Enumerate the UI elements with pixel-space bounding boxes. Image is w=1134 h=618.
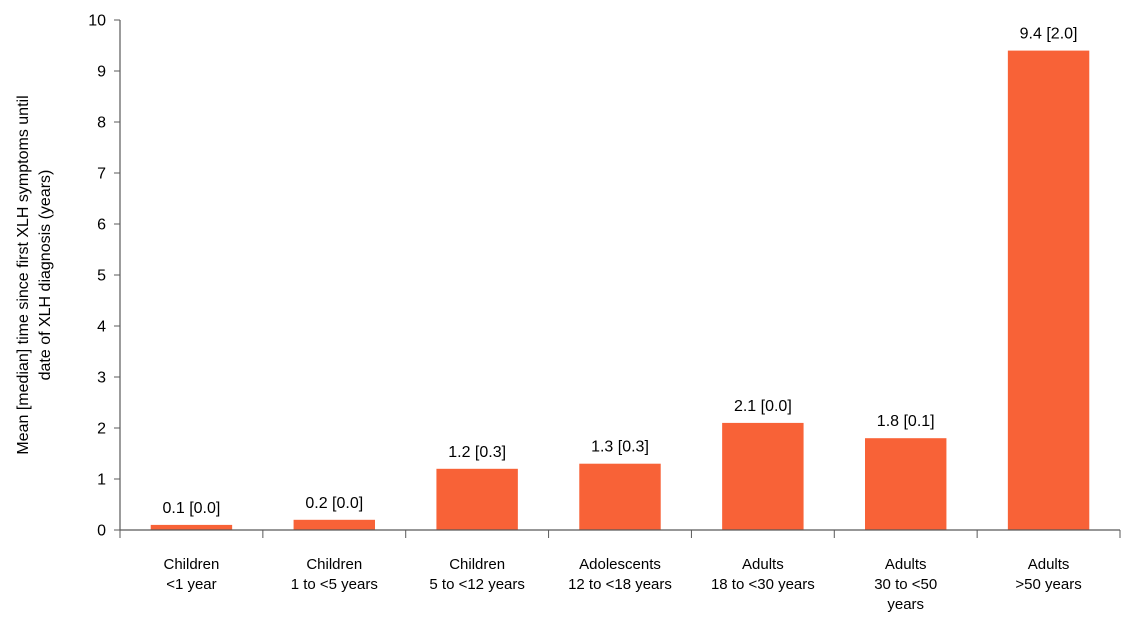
bar-data-label: 2.1 [0.0]	[734, 398, 792, 415]
y-tick-label: 8	[97, 115, 106, 132]
x-category-label-line: 12 to <18 years	[568, 576, 672, 593]
bar	[722, 422, 804, 530]
y-axis-title-line: Mean [median] time since first XLH sympt…	[15, 95, 32, 454]
data-labels: 0.1 [0.0] 0.2 [0.0] 1.2 [0.3] 1.3 [0.3] 2.1 …	[163, 26, 1078, 517]
y-axis-title-line: date of XLH diagnosis (years)	[37, 170, 54, 381]
x-category-label-line: Children	[306, 556, 362, 573]
bar	[150, 524, 233, 530]
y-axis-ticks: 0 1 2 3 4 5 6 7 8 9 10	[88, 13, 120, 540]
y-tick-label: 7	[97, 166, 106, 183]
bar	[436, 468, 518, 530]
x-axis-ticks	[119, 530, 1121, 538]
x-category-label: Adults >50 years	[1015, 556, 1081, 593]
x-category-label-line: <1 year	[166, 576, 216, 593]
y-axis-title-text: Mean [median] time since first XLH sympt…	[15, 95, 54, 454]
bar-data-label: 0.1 [0.0]	[163, 500, 221, 517]
bar	[865, 438, 947, 530]
x-category-label-line: Children	[163, 556, 219, 573]
x-category-label: Adolescents 12 to <18 years	[568, 556, 672, 593]
y-tick-label: 0	[97, 523, 106, 540]
bar-data-label: 1.8 [0.1]	[877, 413, 935, 430]
bar	[1007, 50, 1090, 530]
x-category-label-line: Adults	[1028, 556, 1070, 573]
y-tick-label: 3	[97, 370, 106, 387]
x-category-label: Children <1 year	[163, 556, 219, 593]
bar-data-label: 9.4 [2.0]	[1020, 26, 1078, 43]
x-category-label: Children 1 to <5 years	[291, 556, 378, 593]
x-category-label-line: Adolescents	[579, 556, 661, 573]
y-tick-label: 10	[88, 13, 106, 30]
x-category-label: Children 5 to <12 years	[429, 556, 524, 593]
x-category-label-line: Adults	[742, 556, 784, 573]
x-category-label-line: Children	[449, 556, 505, 573]
x-category-label: Adults 30 to <50 years	[874, 556, 937, 613]
bars	[150, 50, 1090, 530]
x-category-label-line: 18 to <30 years	[711, 576, 815, 593]
x-category-label-line: years	[887, 596, 924, 613]
bar	[579, 463, 661, 530]
x-category-label-line: 5 to <12 years	[429, 576, 524, 593]
y-tick-label: 9	[97, 64, 106, 81]
y-axis-title: Mean [median] time since first XLH sympt…	[15, 95, 54, 454]
x-category-label-line: 30 to <50	[874, 576, 937, 593]
x-category-label-line: Adults	[885, 556, 927, 573]
bar-data-label: 1.2 [0.3]	[448, 444, 506, 461]
x-category-label: Adults 18 to <30 years	[711, 556, 815, 593]
bar	[293, 519, 375, 530]
y-tick-label: 1	[97, 472, 106, 489]
y-tick-label: 2	[97, 421, 106, 438]
bar-data-label: 1.3 [0.3]	[591, 439, 649, 456]
bar-data-label: 0.2 [0.0]	[305, 495, 363, 512]
y-tick-label: 4	[97, 319, 106, 336]
y-tick-label: 6	[97, 217, 106, 234]
y-tick-label: 5	[97, 268, 106, 285]
x-category-label-line: 1 to <5 years	[291, 576, 378, 593]
x-category-label-line: >50 years	[1015, 576, 1081, 593]
axes	[119, 20, 1120, 531]
